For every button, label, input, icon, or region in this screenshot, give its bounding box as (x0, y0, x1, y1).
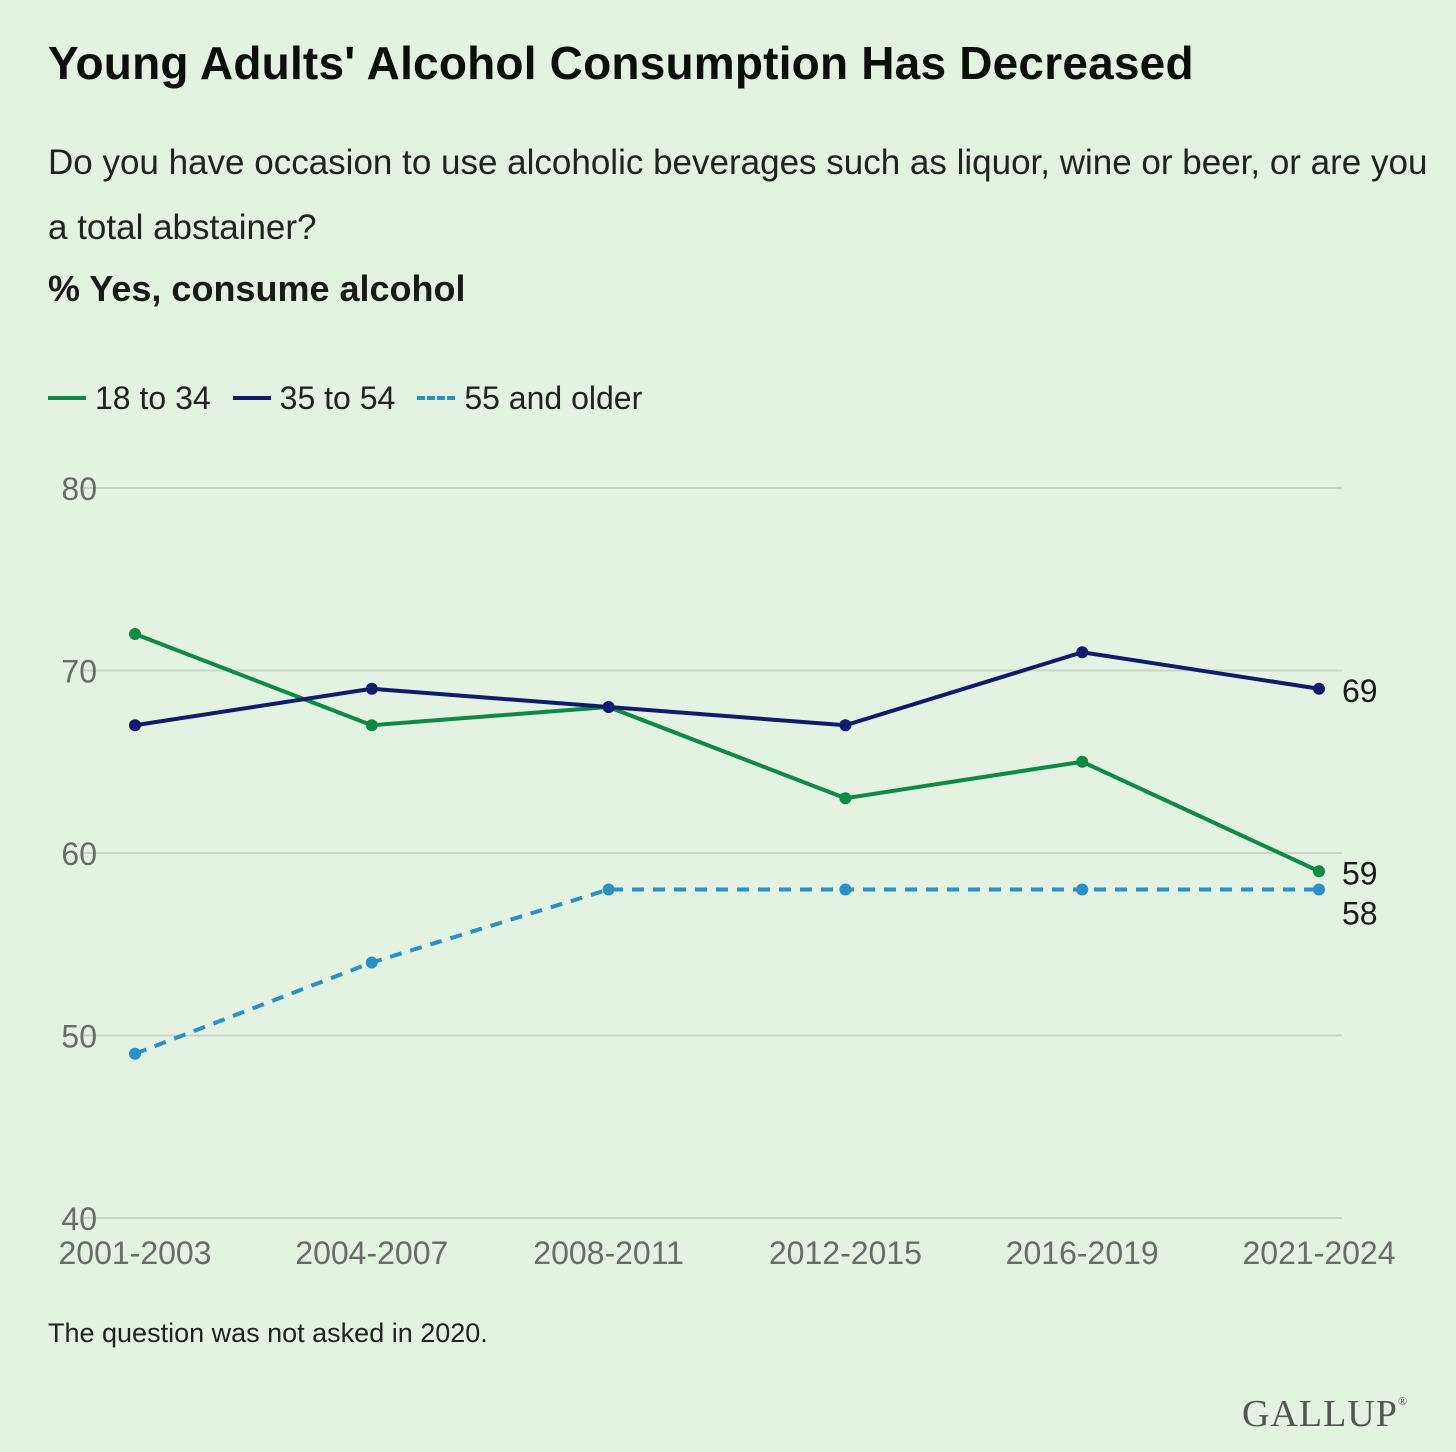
chart-subtitle: Do you have occasion to use alcoholic be… (48, 143, 1428, 247)
legend-item-35-to-54: 35 to 54 (232, 379, 396, 417)
legend-item-55-and-older: 55 and older (417, 380, 642, 417)
legend-swatch-18-to-34 (48, 396, 86, 400)
data-point-35-to-54-0 (129, 719, 141, 732)
data-point-55-and-older-3 (839, 883, 852, 896)
data-point-35-to-54-4 (1076, 646, 1089, 659)
y-tick-label-70: 70 (61, 654, 97, 690)
gallup-logo-text: GALLUP (1241, 1393, 1398, 1435)
data-point-35-to-54-2 (602, 701, 615, 713)
data-point-18-to-34-3 (839, 792, 852, 805)
data-point-55-and-older-5 (1313, 883, 1325, 896)
data-point-35-to-54-1 (365, 682, 378, 695)
data-point-55-and-older-1 (365, 956, 378, 969)
gallup-logo: GALLUP® (1241, 1393, 1408, 1435)
x-tick-label-2012-2015: 2012-2015 (769, 1235, 922, 1271)
data-point-18-to-34-0 (129, 628, 141, 640)
end-label-18-to-34: 59 (1342, 855, 1378, 891)
legend: 18 to 34 35 to 54 55 and older (48, 376, 664, 420)
end-label-55-and-older: 58 (1342, 895, 1378, 931)
data-point-55-and-older-2 (602, 883, 615, 896)
x-tick-label-2008-2011: 2008-2011 (533, 1235, 684, 1271)
data-point-18-to-34-4 (1076, 755, 1089, 768)
x-tick-label-2001-2003: 2001-2003 (58, 1235, 211, 1271)
legend-label-35-to-54: 35 to 54 (279, 379, 396, 416)
end-label-35-to-54: 69 (1342, 673, 1378, 709)
legend-label-18-to-34: 18 to 34 (95, 379, 211, 416)
data-point-55-and-older-4 (1076, 883, 1089, 896)
y-tick-label-50: 50 (61, 1019, 97, 1055)
line-chart: 40 50 60 70 80 2001-2003 2004-2007 2008-2011 201… (58, 471, 1395, 1271)
legend-label-55-and-older: 55 and older (464, 379, 643, 416)
data-point-18-to-34-1 (365, 719, 378, 732)
y-tick-label-60: 60 (61, 836, 97, 872)
legend-item-18-to-34: 18 to 34 (48, 380, 211, 417)
series-line-18-to-34 (134, 632, 1320, 874)
series-line-35-to-54 (134, 650, 1320, 728)
series-line-55-and-older (134, 887, 1319, 1056)
data-point-55-and-older-0 (129, 1047, 141, 1060)
chart-title: Young Adults' Alcohol Consumption Has De… (48, 37, 1194, 89)
data-point-18-to-34-5 (1313, 865, 1325, 878)
data-point-35-to-54-3 (839, 719, 852, 732)
legend-swatch-55-and-older (417, 396, 456, 400)
legend-swatch-35-to-54 (232, 396, 271, 400)
footnote: The question was not asked in 2020. (48, 1318, 488, 1348)
measure-label: % Yes, consume alcohol (48, 268, 466, 309)
y-tick-label-80: 80 (61, 471, 97, 507)
x-tick-label-2016-2019: 2016-2019 (1006, 1235, 1159, 1271)
data-point-35-to-54-5 (1313, 682, 1325, 695)
y-tick-label-40: 40 (61, 1201, 97, 1237)
x-tick-label-2004-2007: 2004-2007 (295, 1235, 448, 1271)
x-tick-label-2021-2024: 2021-2024 (1242, 1235, 1395, 1271)
